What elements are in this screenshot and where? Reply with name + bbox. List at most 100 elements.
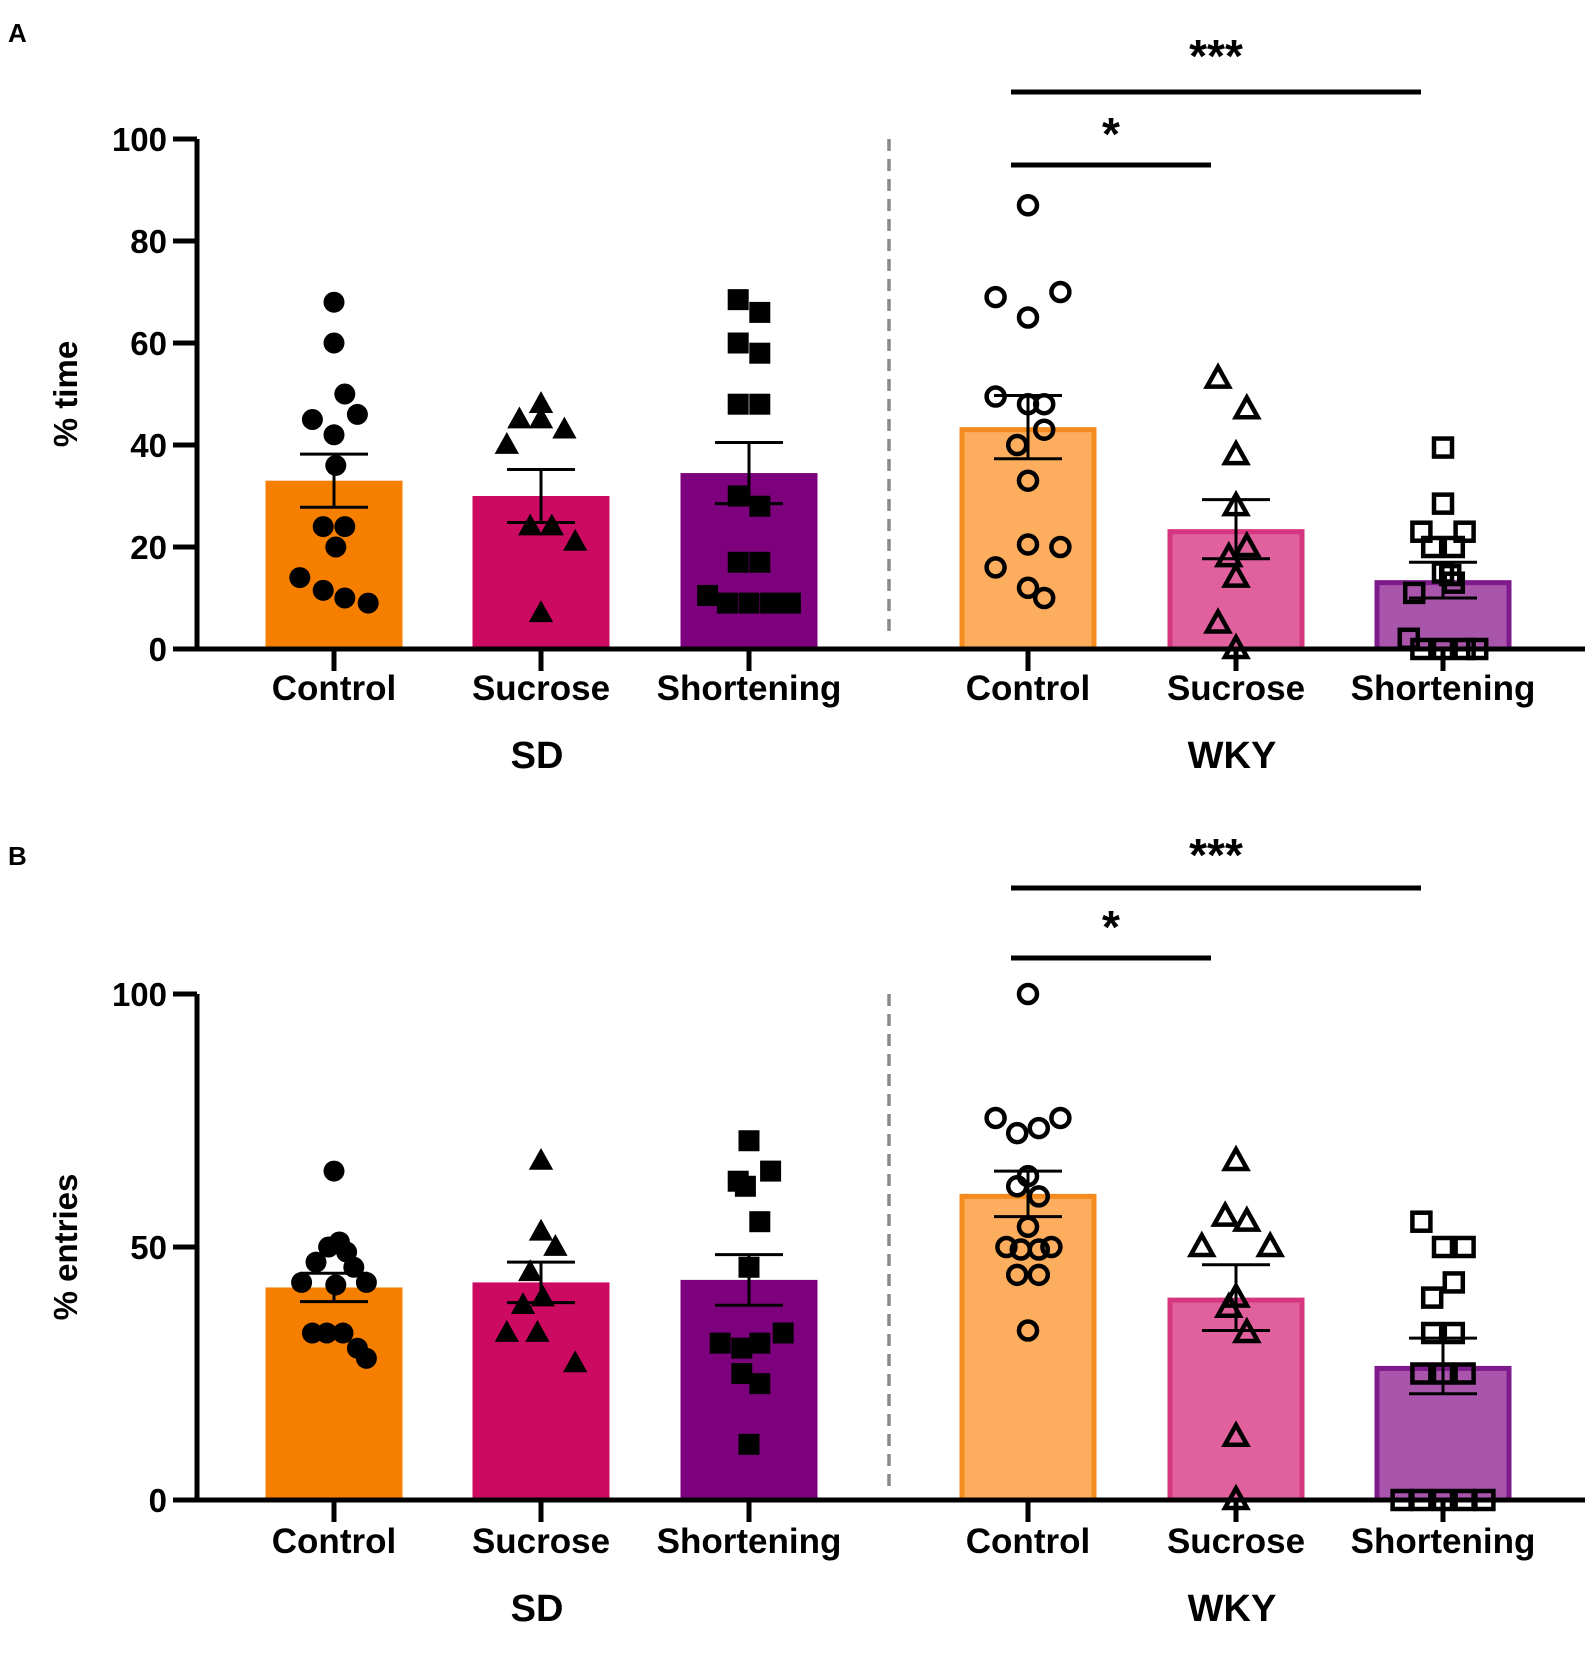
x-group-label: SD [511,1588,564,1630]
data-point-circle [301,409,323,430]
data-point-square [1420,1286,1444,1309]
data-point-square [749,1211,771,1233]
y-tick-label: 20 [130,529,167,566]
y-axis-label: % time [47,341,84,447]
y-tick-label: 40 [130,427,167,464]
data-point-square [1431,492,1455,515]
y-tick-label: 100 [112,976,167,1013]
data-point-circle [346,403,368,425]
x-category-label: Sucrose [472,669,610,708]
data-point-triangle [1221,438,1251,466]
data-point-square [772,1322,794,1344]
data-point-circle [1016,194,1040,217]
data-point-circle [1032,418,1056,441]
data-point-square [731,1337,753,1359]
panel-a: A % time 0 20 40 60 80 100 Control Sucrose Shorten… [8,18,1585,777]
data-point-circle [1005,1121,1029,1145]
x-category-label: Control [966,1522,1090,1561]
data-point-circle [1027,1263,1051,1287]
data-point-square [1402,581,1426,605]
bar-sd-shortening [680,1279,818,1500]
data-point-circle [1049,535,1072,559]
data-point-circle [984,1106,1007,1130]
data-point-triangle [494,431,519,454]
significance-label: * [1102,901,1120,953]
data-point-circle [318,1236,340,1258]
panel-letter: A [8,18,27,48]
data-point-square [727,289,749,311]
data-point-square [1453,1235,1476,1259]
data-point-triangle [525,1320,550,1342]
data-point-square [716,592,738,614]
x-group-label: WKY [1188,735,1277,777]
data-point-square [727,332,749,354]
data-point-circle [323,424,345,446]
data-point-triangle [1210,1200,1241,1227]
data-point-circle [1027,1185,1051,1208]
data-point-triangle [539,513,564,536]
data-point-triangle [1255,1230,1286,1258]
y-tick-label: 100 [112,121,167,158]
data-point-square [749,1373,771,1395]
data-point-triangle [1231,530,1262,558]
data-point-square [738,1130,760,1152]
data-point-triangle [494,1320,519,1342]
data-point-triangle [507,406,532,429]
x-category-label: Shortening [657,1522,842,1561]
data-point-square [731,1363,753,1384]
x-category-label: Sucrose [1167,1522,1305,1561]
data-point-circle [1005,1263,1029,1287]
x-category-label: Sucrose [472,1522,610,1561]
data-point-circle [995,1235,1018,1259]
data-point-square [1453,1362,1476,1385]
data-point-triangle [1231,1205,1262,1232]
data-point-triangle [563,1350,588,1373]
data-point-triangle [552,416,577,439]
data-point-circle [332,1322,354,1344]
data-point-circle [1016,576,1040,600]
data-point-square [1431,1235,1455,1259]
data-point-circle [334,516,356,538]
significance-label: * [1102,108,1120,160]
y-tick-label: 0 [149,1482,167,1519]
data-point-square [1410,1210,1433,1233]
data-point-square [697,584,719,606]
data-point-square [738,592,760,614]
data-point-triangle [1213,540,1244,568]
bar-wky-control [959,427,1097,652]
data-point-triangle [1186,1230,1217,1258]
data-point-circle [323,291,345,313]
data-point-triangle [518,1259,543,1282]
data-point-triangle [1203,362,1233,389]
bar-sd-control [265,1287,403,1500]
data-point-triangle [1221,1420,1251,1447]
data-point-triangle [528,391,554,414]
data-point-square [1420,1321,1444,1345]
data-point-triangle [1203,607,1233,634]
data-point-circle [1016,469,1040,492]
data-point-circle [1027,1238,1051,1261]
x-category-label: Shortening [1351,1522,1536,1561]
data-point-square [1442,571,1466,594]
y-tick-label: 50 [130,1229,167,1266]
bar-sd-control [265,480,403,649]
data-point-triangle [1221,561,1251,588]
data-point-circle [1005,433,1029,457]
data-point-circle [1049,1106,1072,1130]
data-point-circle [984,556,1007,579]
data-point-square [727,485,749,507]
data-point-circle [323,332,345,354]
data-point-circle [325,536,347,558]
data-point-circle [301,1322,323,1344]
data-point-circle [305,1251,327,1273]
data-point-square [1410,1362,1433,1385]
data-point-square [734,1175,756,1197]
data-point-square [727,551,749,573]
data-point-circle [1027,1116,1051,1140]
x-group-label: WKY [1188,1588,1277,1630]
data-point-square [1420,535,1444,559]
panel-b: B % entries 0 50 100 Control Sucrose Shortening… [8,829,1585,1630]
data-point-circle [334,587,356,609]
